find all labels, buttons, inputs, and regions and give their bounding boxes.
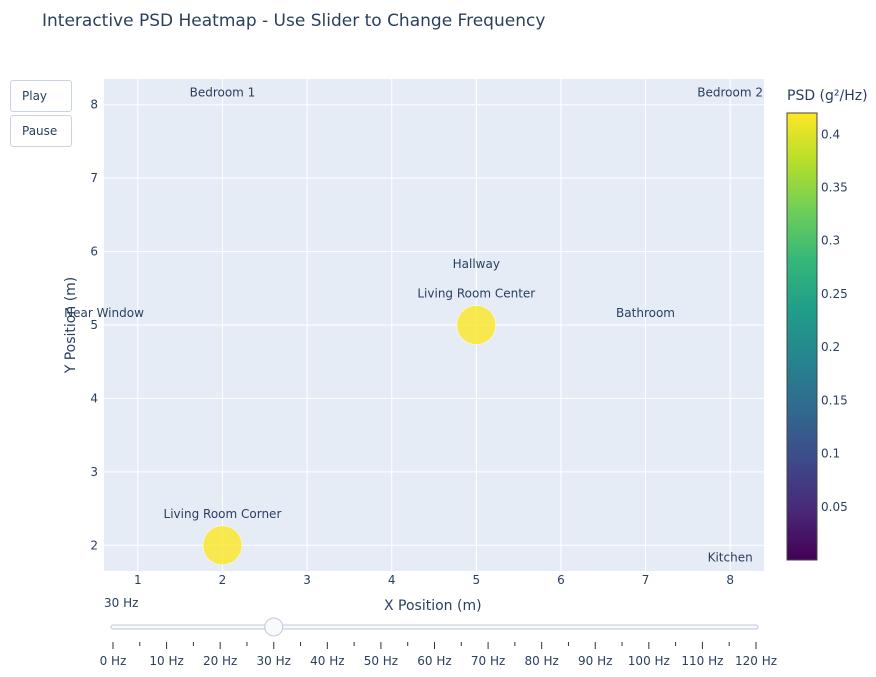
data-point[interactable] [202, 525, 243, 566]
slider-step-label[interactable]: 90 Hz [578, 654, 612, 668]
play-button[interactable]: Play [10, 80, 72, 112]
slider-current-value: 30 Hz [104, 596, 139, 610]
y-axis-label: Y Position (m) [63, 277, 79, 375]
data-point-label: Kitchen [708, 551, 753, 565]
y-tick-label: 3 [90, 465, 98, 479]
data-point-label: Living Room Center [417, 286, 535, 300]
slider-step-label[interactable]: 60 Hz [417, 654, 451, 668]
slider-handle[interactable] [264, 617, 284, 637]
slider-step-label[interactable]: 10 Hz [149, 654, 183, 668]
colorbar-tick-label: 0.35 [821, 181, 848, 195]
colorbar-tick-label: 0.05 [821, 500, 848, 514]
x-axis-label: X Position (m) [384, 598, 482, 614]
slider-step-label[interactable]: 40 Hz [310, 654, 344, 668]
x-tick-label: 1 [134, 573, 142, 587]
data-point-label: Bathroom [616, 306, 675, 320]
colorbar-tick-label: 0.1 [821, 447, 840, 461]
slider-step-label[interactable]: 0 Hz [100, 654, 127, 668]
colorbar-title: PSD (g²/Hz) [787, 88, 868, 104]
colorbar-tick-label: 0.3 [821, 234, 840, 248]
slider-step-label[interactable]: 100 Hz [628, 654, 670, 668]
colorbar-tick-label: 0.4 [821, 127, 840, 141]
x-tick-label: 5 [472, 573, 480, 587]
slider-step-label[interactable]: 120 Hz [735, 654, 777, 668]
data-point-label: Near Window [64, 306, 144, 320]
colorbar-tick-label: 0.25 [821, 287, 848, 301]
y-tick-label: 5 [90, 318, 98, 332]
slider-step-label[interactable]: 70 Hz [471, 654, 505, 668]
y-tick-label: 8 [90, 98, 98, 112]
colorbar-tick-label: 0.2 [821, 340, 840, 354]
data-point-label: Bedroom 1 [190, 86, 256, 100]
slider-step-label[interactable]: 50 Hz [364, 654, 398, 668]
x-tick-label: 6 [557, 573, 565, 587]
data-point-label: Living Room Corner [164, 507, 282, 521]
y-tick-label: 6 [90, 245, 98, 259]
data-point-label: Bedroom 2 [697, 86, 763, 100]
colorbar-tick-label: 0.15 [821, 393, 848, 407]
slider-step-label[interactable]: 20 Hz [203, 654, 237, 668]
data-point-label: Hallway [453, 257, 500, 271]
pause-button[interactable]: Pause [10, 115, 72, 147]
x-tick-label: 2 [219, 573, 227, 587]
slider-step-label[interactable]: 110 Hz [681, 654, 723, 668]
data-point[interactable] [456, 305, 497, 345]
x-tick-label: 3 [303, 573, 311, 587]
x-tick-label: 8 [726, 573, 734, 587]
x-tick-label: 4 [388, 573, 396, 587]
slider-step-label[interactable]: 80 Hz [524, 654, 558, 668]
x-tick-label: 7 [642, 573, 650, 587]
slider-step-label[interactable]: 30 Hz [257, 654, 291, 668]
chart-title: Interactive PSD Heatmap - Use Slider to … [42, 11, 546, 31]
colorbar [786, 112, 818, 561]
y-tick-label: 2 [90, 538, 98, 552]
y-tick-label: 4 [90, 391, 98, 405]
y-tick-label: 7 [90, 171, 98, 185]
